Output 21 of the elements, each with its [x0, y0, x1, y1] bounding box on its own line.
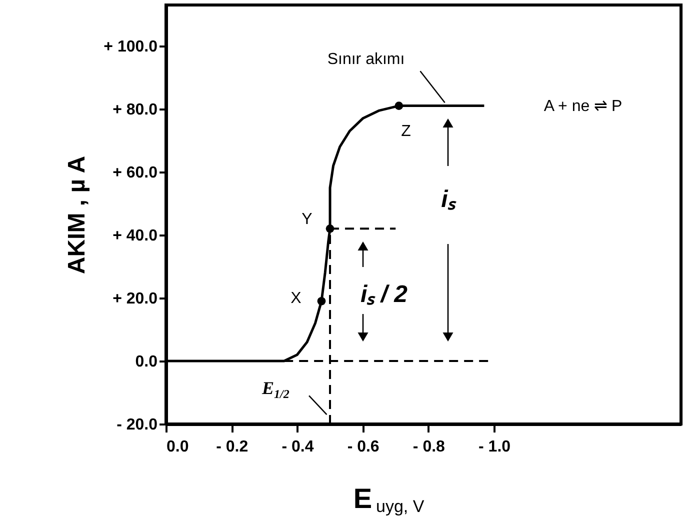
x-tick-label: - 1.0 [478, 438, 511, 456]
y-tick-label: + 80.0 [112, 101, 158, 118]
x-tick-label: - 0.4 [282, 438, 314, 456]
x-tick-label: 0.0 [166, 438, 189, 456]
y-tick-label: + 20.0 [112, 290, 158, 308]
annotation: Y [302, 211, 313, 228]
annotation: X [290, 290, 302, 307]
y-tick-label: + 100.0 [104, 38, 158, 56]
x-tick-label: - 0.6 [347, 438, 380, 456]
y-tick-label: + 60.0 [112, 164, 158, 182]
x-tick-label: - 0.8 [412, 438, 446, 456]
y-tick-label: 0.0 [135, 353, 158, 370]
annotation: Sınır akımı [327, 51, 405, 68]
x-tick-label: - 0.2 [216, 438, 248, 456]
annotation: iₛ / 2 [360, 281, 408, 308]
y-tick-label: + 40.0 [112, 227, 158, 244]
y-tick-label: - 20.0 [116, 416, 158, 434]
y-axis-title: AKIM , µ A [64, 156, 91, 274]
annotation: iₛ [441, 186, 457, 213]
annotation: Z [401, 123, 412, 140]
annotation: A + ne ⇌ P [544, 98, 622, 115]
